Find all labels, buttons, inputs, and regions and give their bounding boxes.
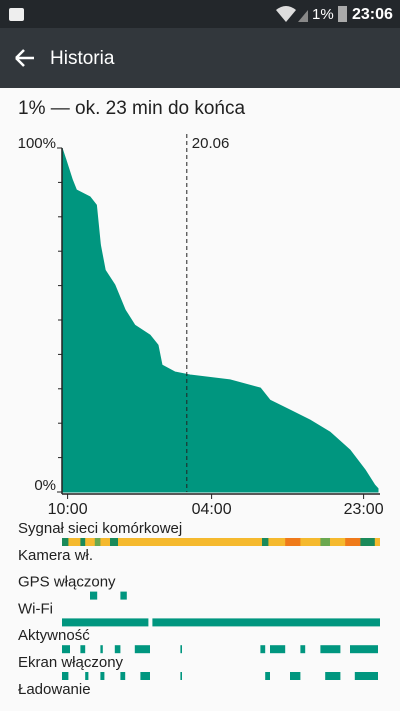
track-segment [80, 538, 86, 546]
track-label: Wi-Fi [18, 600, 53, 617]
back-button[interactable] [15, 49, 34, 67]
x-tick-label: 23:00 [344, 501, 384, 518]
battery-icon [338, 6, 347, 22]
track-segment [100, 645, 103, 654]
track-segment [290, 672, 301, 680]
track-segment [62, 618, 149, 627]
track-segment [85, 672, 89, 680]
signal-icon [298, 10, 308, 22]
track-segment [62, 672, 69, 680]
track-label: Ekran włączony [18, 654, 124, 671]
track-segment [260, 645, 266, 654]
track-segment [100, 672, 105, 680]
track-segment [345, 538, 361, 546]
track-segment [114, 645, 121, 654]
x-tick-label: 10:00 [48, 501, 88, 518]
notification-icon [9, 8, 24, 21]
track-label: Aktywność [18, 627, 90, 644]
app-bar [0, 28, 400, 88]
status-bar [0, 0, 400, 28]
track-segment [120, 591, 127, 600]
clock: 23:06 [352, 6, 393, 23]
track-segment [180, 672, 182, 680]
battery-area [61, 147, 379, 493]
track-segment [360, 538, 375, 546]
track-label: GPS włączony [18, 574, 116, 591]
battery-level: 1% [312, 6, 334, 23]
y-tick-label: 100% [18, 135, 56, 152]
date-marker-label: 20.06 [192, 135, 230, 152]
track-segment [285, 538, 301, 546]
track-label: Sygnał sieci komórkowej [18, 520, 182, 537]
track-segment [320, 538, 330, 546]
track-segment [110, 538, 118, 546]
track-segment [354, 672, 378, 680]
battery-summary: 1% — ok. 23 min do końca [18, 98, 245, 119]
track-segment [62, 538, 69, 546]
track-segment [62, 645, 70, 654]
track-segment [270, 645, 286, 654]
track-segment [265, 672, 270, 680]
track-segment [180, 645, 182, 654]
track-segment [90, 591, 98, 600]
track-segment [62, 538, 380, 546]
track-segment [262, 538, 269, 546]
track-segment [152, 618, 380, 627]
track-segment [320, 645, 341, 654]
track-segment [134, 645, 150, 654]
wifi-icon [276, 6, 296, 22]
track-segment [120, 672, 126, 680]
x-tick-label: 04:00 [192, 501, 232, 518]
track-segment [140, 672, 150, 680]
app-title: Historia [50, 48, 115, 69]
track-segment [325, 672, 341, 680]
track-segment [80, 645, 86, 654]
track-label: Ładowanie [18, 681, 91, 698]
track-segment [94, 538, 101, 546]
track-segment [350, 645, 378, 654]
track-label: Kamera wł. [18, 547, 93, 564]
y-tick-label: 0% [34, 477, 56, 494]
track-segment [300, 645, 306, 654]
